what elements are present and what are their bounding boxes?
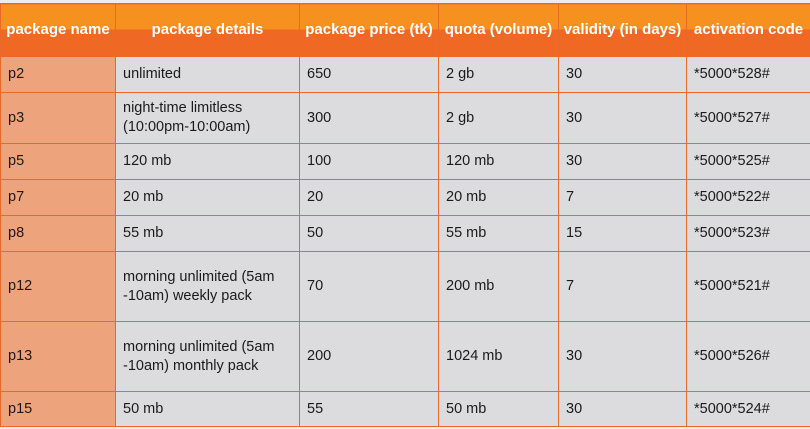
package-validity: 30 <box>558 143 687 180</box>
activation-code: *5000*523# <box>686 215 810 252</box>
package-details: 20 mb <box>115 179 300 216</box>
table-row: p12 morning unlimited (5am -10am) weekly… <box>0 251 810 322</box>
table-row: p5 120 mb 100 120 mb 30 *5000*525# <box>0 143 810 180</box>
package-validity: 7 <box>558 251 687 322</box>
package-quota: 50 mb <box>438 391 559 427</box>
package-validity: 30 <box>558 92 687 144</box>
table-row: p8 55 mb 50 55 mb 15 *5000*523# <box>0 215 810 252</box>
package-quota: 200 mb <box>438 251 559 322</box>
package-validity: 30 <box>558 391 687 427</box>
package-name: p12 <box>0 251 116 322</box>
table-row: p2 unlimited 650 2 gb 30 *5000*528# <box>0 56 810 93</box>
table-row: p13 morning unlimited (5am -10am) monthl… <box>0 321 810 392</box>
package-price: 55 <box>299 391 439 427</box>
package-name: p2 <box>0 56 116 93</box>
table-row: p15 50 mb 55 50 mb 30 *5000*524# <box>0 391 810 427</box>
package-validity: 7 <box>558 179 687 216</box>
package-quota: 1024 mb <box>438 321 559 392</box>
package-price: 300 <box>299 92 439 144</box>
package-details: 55 mb <box>115 215 300 252</box>
activation-code: *5000*526# <box>686 321 810 392</box>
table-row: p3 night-time limitless (10:00pm-10:00am… <box>0 92 810 144</box>
package-validity: 30 <box>558 321 687 392</box>
package-price: 50 <box>299 215 439 252</box>
package-quota: 2 gb <box>438 92 559 144</box>
header-validity: validity (in days) <box>558 3 687 57</box>
table-row: p7 20 mb 20 20 mb 7 *5000*522# <box>0 179 810 216</box>
package-quota: 20 mb <box>438 179 559 216</box>
activation-code: *5000*521# <box>686 251 810 322</box>
header-quota: quota (volume) <box>438 3 559 57</box>
package-name: p5 <box>0 143 116 180</box>
package-name: p7 <box>0 179 116 216</box>
activation-code: *5000*522# <box>686 179 810 216</box>
package-validity: 15 <box>558 215 687 252</box>
activation-code: *5000*525# <box>686 143 810 180</box>
package-name: p13 <box>0 321 116 392</box>
package-name: p15 <box>0 391 116 427</box>
package-price: 70 <box>299 251 439 322</box>
package-price: 650 <box>299 56 439 93</box>
header-activation-code: activation code <box>686 3 810 57</box>
package-quota: 55 mb <box>438 215 559 252</box>
package-details: night-time limitless (10:00pm-10:00am) <box>115 92 300 144</box>
package-quota: 2 gb <box>438 56 559 93</box>
package-price: 200 <box>299 321 439 392</box>
header-package-price: package price (tk) <box>299 3 439 57</box>
package-details: 50 mb <box>115 391 300 427</box>
package-details: morning unlimited (5am -10am) weekly pac… <box>115 251 300 322</box>
package-details: unlimited <box>115 56 300 93</box>
package-name: p8 <box>0 215 116 252</box>
package-details: morning unlimited (5am -10am) monthly pa… <box>115 321 300 392</box>
activation-code: *5000*527# <box>686 92 810 144</box>
header-package-name: package name <box>0 3 116 57</box>
package-price: 20 <box>299 179 439 216</box>
package-price: 100 <box>299 143 439 180</box>
activation-code: *5000*528# <box>686 56 810 93</box>
package-name: p3 <box>0 92 116 144</box>
header-package-details: package details <box>115 3 300 57</box>
activation-code: *5000*524# <box>686 391 810 427</box>
package-table: package name package details package pri… <box>0 3 810 427</box>
package-quota: 120 mb <box>438 143 559 180</box>
package-details: 120 mb <box>115 143 300 180</box>
package-validity: 30 <box>558 56 687 93</box>
header-row: package name package details package pri… <box>0 3 810 57</box>
